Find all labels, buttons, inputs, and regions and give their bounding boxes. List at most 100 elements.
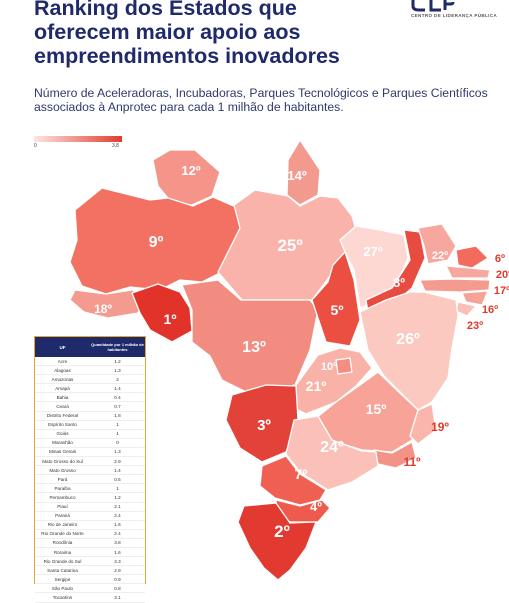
- state-paraiba: [445, 265, 491, 279]
- table-row: Amazonas 2: [35, 375, 145, 385]
- table-row: Maranhão 0: [35, 439, 145, 448]
- table-cell-uf: Santa Catarina: [47, 567, 78, 573]
- state-ceara: [417, 223, 457, 265]
- table-row: Distrito Federal 1.8: [35, 412, 145, 421]
- table-cell-quantity: 2: [116, 376, 119, 382]
- rank-label-mg: 15º: [366, 401, 387, 417]
- logo-text: CENTRO DE LIDERANÇA PÚBLICA: [411, 13, 498, 18]
- rank-label-ro: 1º: [164, 311, 177, 327]
- table-cell-uf: Distrito Federal: [46, 413, 79, 419]
- table-cell-quantity: 1: [116, 422, 119, 428]
- page-title: Ranking dos Estados que oferecem maior a…: [34, 0, 340, 68]
- table-cell-quantity: 0.7: [114, 404, 121, 410]
- table-cell-uf: Espírito Santo: [48, 422, 77, 428]
- state-roraima: [152, 149, 221, 206]
- legend-max-label: 3.8: [112, 143, 119, 149]
- table-row: Minas Gerais 1.3: [35, 448, 145, 458]
- column-header-quantity: Quantidade por 1 milhão de habitantes: [91, 342, 144, 352]
- table-cell-quantity: 2.9: [114, 458, 121, 464]
- table-cell-uf: Pará: [57, 476, 68, 482]
- table-cell-quantity: 0: [116, 440, 119, 446]
- table-cell-uf: Piauí: [57, 504, 68, 510]
- rank-label-mt: 13º: [242, 339, 266, 356]
- rank-label-to: 5º: [331, 302, 344, 318]
- logo-icon: [411, 0, 455, 12]
- table-cell-quantity: 3.1: [114, 594, 121, 600]
- rank-label-pr: 7º: [295, 466, 308, 482]
- rank-label-am: 9º: [149, 234, 164, 251]
- state-rio-grande-do-sul: [237, 502, 317, 581]
- table-cell-quantity: 0.4: [114, 394, 121, 400]
- table-cell-uf: Bahia: [56, 394, 69, 400]
- table-row: Rio Grande do Norte 2.4: [35, 530, 145, 539]
- table-row: Sergipe 0.9: [35, 575, 145, 585]
- table-row: Acre 1.2: [35, 357, 145, 367]
- table-cell-quantity: 2.9: [114, 567, 121, 573]
- subtitle: Número de Aceleradoras, Incubadoras, Par…: [34, 86, 488, 114]
- state-amazonas: [69, 187, 245, 295]
- rank-label-pi: 8º: [393, 275, 405, 290]
- state-mato-grosso: [181, 279, 319, 395]
- rank-label-se: 23º: [467, 320, 483, 332]
- table-row: Rondônia 3.8: [35, 539, 145, 548]
- table-row: Rio de Janeiro 1.6: [35, 521, 145, 530]
- table-cell-uf: Sergipe: [54, 576, 71, 582]
- table-cell-quantity: 1: [116, 485, 119, 491]
- legend-min-label: 0: [34, 143, 37, 149]
- table-cell-uf: Mato Grosso do Sul: [42, 458, 83, 464]
- state-bahia: [359, 291, 459, 411]
- rank-label-df: 10º: [321, 361, 337, 373]
- table-row: Amapá 1.4: [35, 384, 145, 394]
- rank-label-pe: 17º: [494, 285, 509, 297]
- rank-label-rs: 2º: [274, 522, 290, 541]
- legend-color-scale: [34, 136, 122, 142]
- table-cell-quantity: 1.3: [114, 449, 121, 455]
- table-row: Roraima 1.6: [35, 548, 145, 558]
- table-cell-uf: Rio Grande do Sul: [43, 558, 82, 564]
- table-row: Tocantins 3.1: [35, 593, 145, 603]
- table-row: Espírito Santo 1: [35, 421, 145, 430]
- state-tocantins: [311, 251, 361, 347]
- table-cell-quantity: 2.4: [114, 513, 121, 519]
- table-cell-quantity: 3.3: [114, 558, 121, 564]
- table-row: Mato Grosso do Sul 2.9: [35, 457, 145, 467]
- rank-label-sp: 24º: [320, 439, 344, 456]
- rank-label-pa: 25º: [277, 236, 302, 255]
- table-cell-uf: Alagoas: [54, 367, 71, 373]
- state-alagoas: [461, 290, 489, 306]
- state-rio-grande-do-norte: [455, 245, 489, 269]
- table-cell-quantity: 2.4: [114, 531, 121, 537]
- state-sergipe: [455, 301, 477, 317]
- table-cell-uf: Amapá: [55, 385, 70, 391]
- table-row: Paraíba 1: [35, 484, 145, 494]
- table-row: Bahia 0.4: [35, 393, 145, 403]
- table-row: Paraná 2.4: [35, 512, 145, 521]
- table-cell-uf: Paraná: [55, 513, 70, 519]
- table-cell-quantity: 1.2: [114, 494, 121, 500]
- rank-label-ce: 22º: [432, 250, 448, 262]
- rank-label-ma: 27º: [363, 244, 382, 259]
- table-cell-quantity: 1.6: [114, 522, 121, 528]
- rank-label-rj: 11º: [403, 455, 421, 469]
- data-table: UF Quantidade por 1 milhão de habitantes…: [34, 336, 146, 603]
- table-cell-quantity: 2.1: [114, 504, 121, 510]
- table-cell-quantity: 1: [116, 431, 119, 437]
- table-cell-quantity: 1.6: [114, 549, 121, 555]
- table-cell-uf: Acre: [57, 358, 68, 364]
- state-rondonia: [131, 283, 193, 343]
- table-cell-quantity: 3.8: [114, 540, 121, 546]
- rank-label-ap: 14º: [287, 168, 306, 183]
- state-pernambuco: [419, 278, 491, 293]
- state-espirito-santo: [409, 403, 437, 445]
- table-cell-uf: Pernambuco: [49, 494, 76, 500]
- table-cell-uf: Mato Grosso: [49, 467, 76, 473]
- table-row: Santa Catarina 2.9: [35, 566, 145, 576]
- column-header-uf: UF: [59, 344, 66, 350]
- table-cell-uf: Roraima: [53, 549, 72, 555]
- table-row: Pernambuco 1.2: [35, 493, 145, 503]
- table-cell-quantity: 0.9: [114, 576, 121, 582]
- table-cell-uf: Amazonas: [51, 376, 74, 382]
- table-body: Acre 1.2 Alagoas 1.3 Amazonas 2 Amapá 1.4 Bahia 0…: [35, 357, 145, 603]
- table-row: Goiás 1: [35, 430, 145, 439]
